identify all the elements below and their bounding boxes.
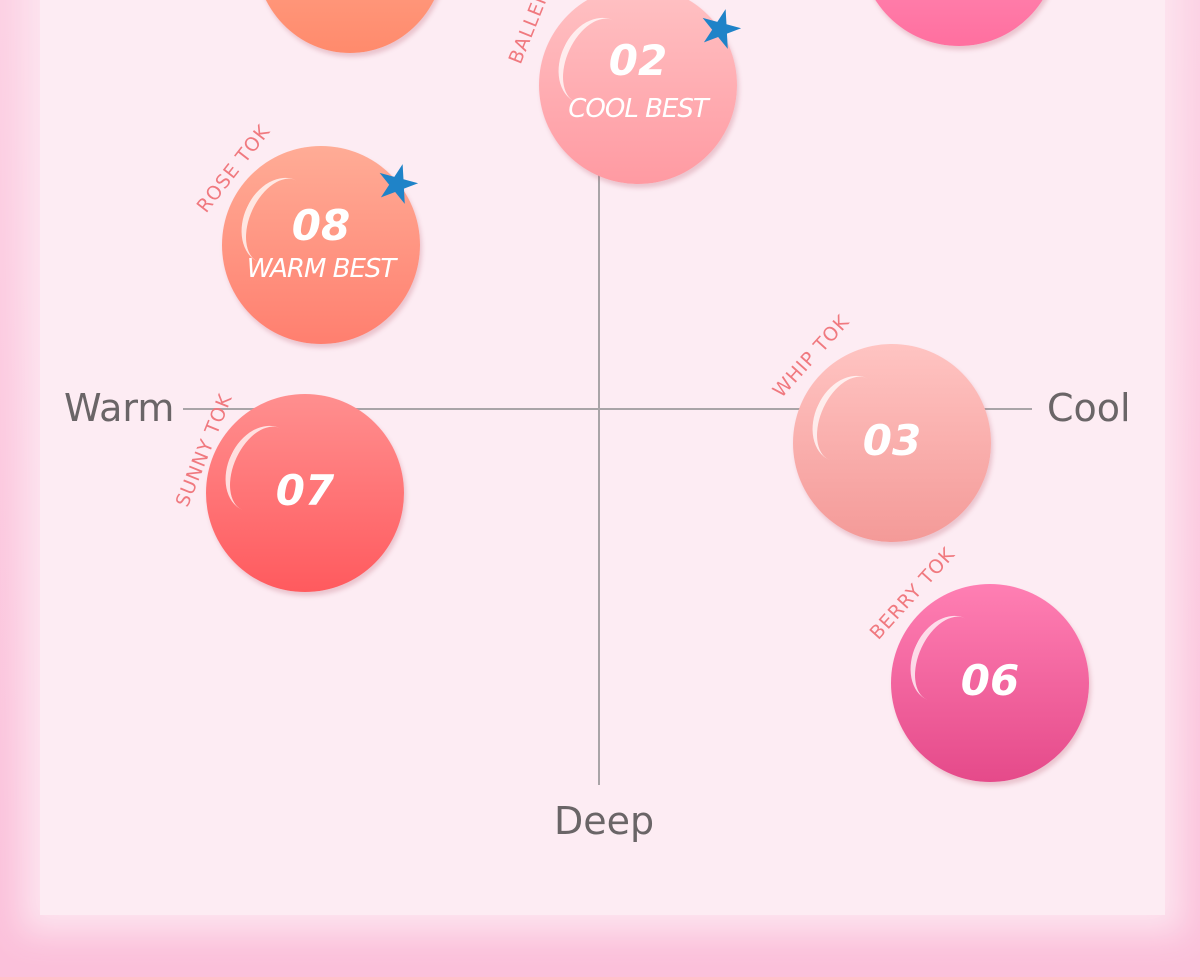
- best-badge: COOL BEST: [568, 94, 708, 124]
- shade-ball-03[interactable]: 03: [793, 344, 991, 542]
- shade-number: 06: [960, 656, 1020, 705]
- axis-label-warm: Warm: [64, 386, 175, 430]
- axis-label-deep: Deep: [554, 799, 655, 843]
- horizontal-axis: [183, 408, 1032, 410]
- shade-number: 08: [291, 201, 351, 250]
- shade-number: 02: [608, 36, 668, 85]
- best-badge: WARM BEST: [246, 254, 397, 284]
- shade-number: 03: [862, 416, 922, 465]
- shade-ball-08[interactable]: 08 WARM BEST: [222, 146, 420, 344]
- shade-number: 07: [275, 466, 335, 515]
- vertical-axis: [598, 170, 600, 785]
- shade-ball-02[interactable]: 02 COOL BEST: [539, 0, 737, 184]
- shade-ball-06[interactable]: 06: [891, 584, 1089, 782]
- axis-label-cool: Cool: [1047, 386, 1131, 430]
- shade-ball-07[interactable]: 07: [206, 394, 404, 592]
